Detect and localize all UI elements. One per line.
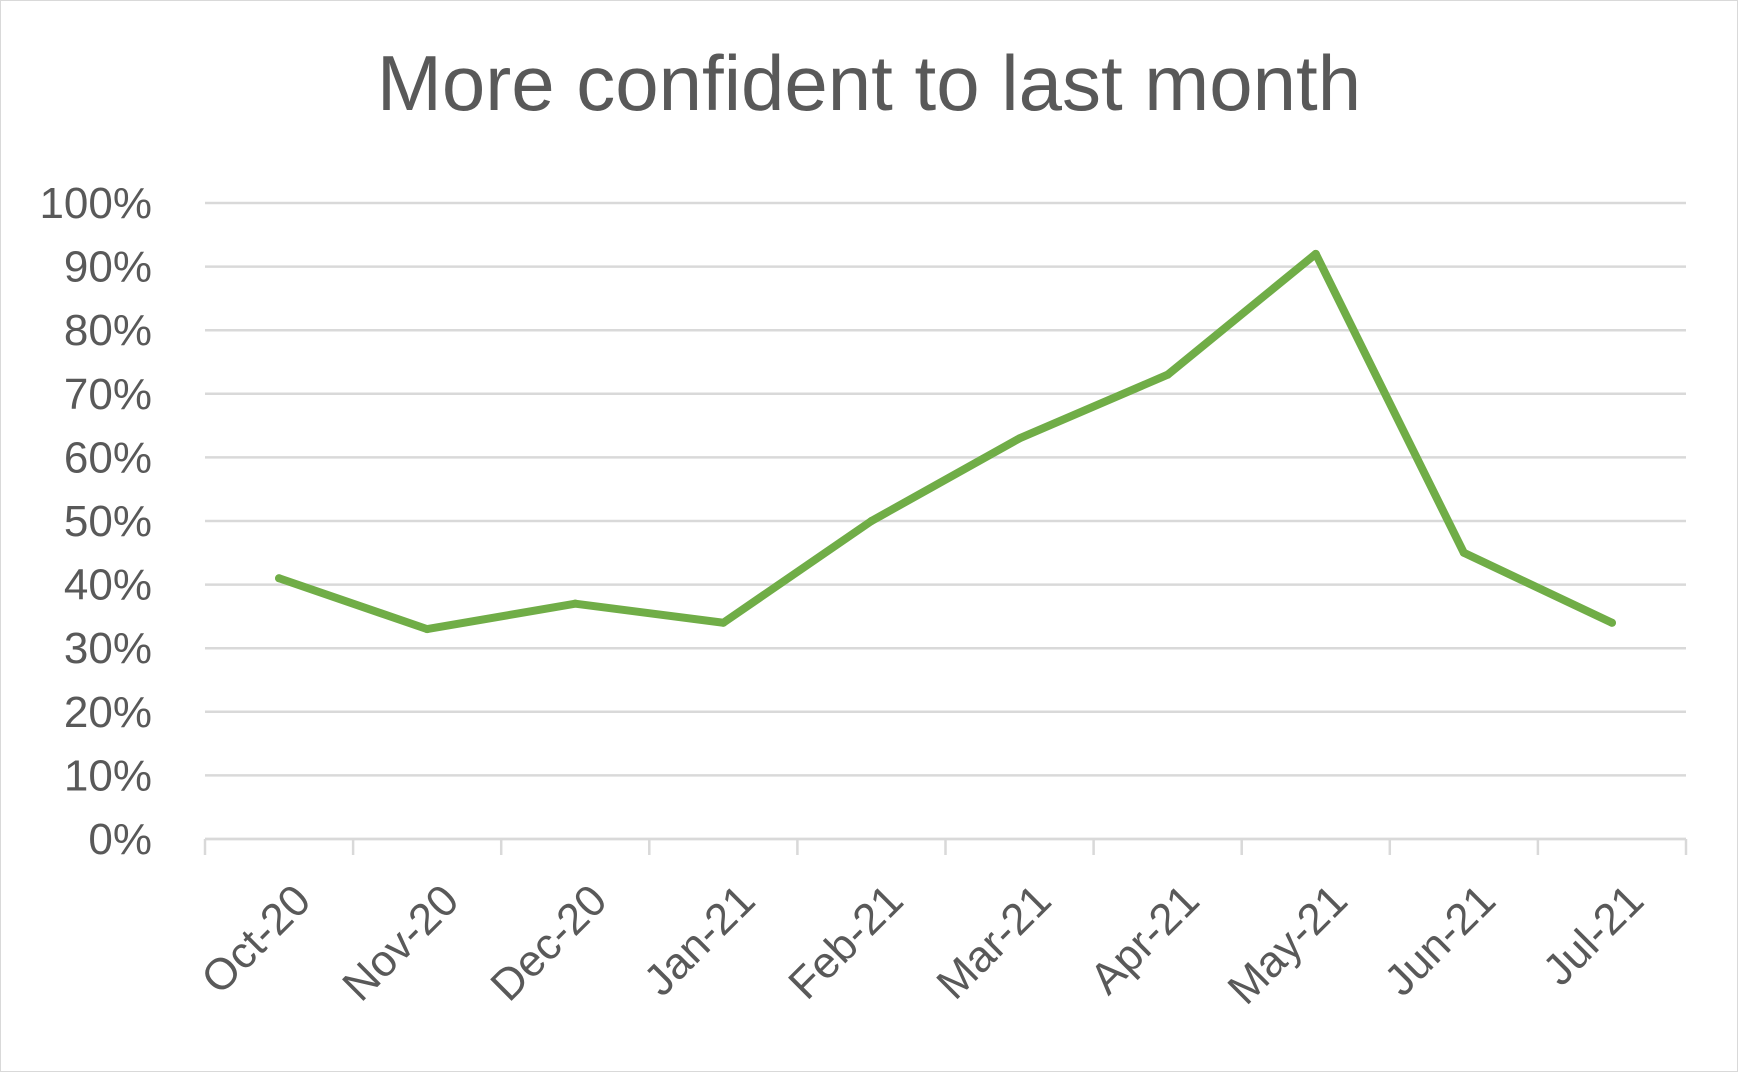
y-tick-label: 0% — [88, 815, 152, 864]
y-tick-label: 10% — [64, 751, 152, 800]
data-point — [571, 599, 580, 608]
y-tick-label: 100% — [39, 179, 152, 228]
x-tick-label: Feb-21 — [779, 875, 912, 1008]
series-line — [275, 249, 1616, 634]
x-axis-tick-labels: Oct-20 Nov-20 Dec-20 Jan-21 Feb-21 Mar-21 Apr-… — [192, 875, 1653, 1013]
data-point — [1163, 370, 1172, 379]
y-tick-label: 50% — [64, 497, 152, 546]
data-point — [1311, 249, 1320, 258]
series-layer — [275, 249, 1616, 634]
chart-title: More confident to last month — [376, 39, 1362, 127]
y-tick-label: 20% — [64, 688, 152, 737]
x-axis — [203, 837, 1688, 855]
x-tick-label: Nov-20 — [333, 875, 468, 1010]
x-tick-label: Jul-21 — [1534, 875, 1653, 994]
y-tick-label: 90% — [64, 243, 152, 292]
gridlines — [205, 201, 1686, 841]
x-tick-label: Dec-20 — [481, 875, 616, 1010]
data-point — [719, 618, 728, 627]
data-point — [1015, 434, 1024, 443]
y-axis-tick-labels: 0% 10% 20% 30% 40% 50% 60% 70% 80% 90% 100% — [39, 179, 152, 864]
y-tick-label: 40% — [64, 561, 152, 610]
data-point — [867, 517, 876, 525]
data-point — [275, 574, 284, 583]
data-point — [1607, 618, 1616, 627]
y-tick-label: 60% — [64, 433, 152, 482]
x-tick-label: Jan-21 — [635, 875, 765, 1005]
data-point — [1459, 548, 1468, 557]
data-point — [423, 625, 432, 634]
x-tick-label: Mar-21 — [927, 875, 1060, 1008]
y-tick-label: 30% — [64, 624, 152, 673]
x-tick-label: Oct-20 — [192, 875, 320, 1003]
x-tick-label: Jun-21 — [1375, 875, 1505, 1005]
y-tick-label: 70% — [64, 370, 152, 419]
x-tick-label: May-21 — [1218, 875, 1356, 1013]
x-tick-label: Apr-21 — [1081, 875, 1209, 1003]
y-tick-label: 80% — [64, 306, 152, 355]
